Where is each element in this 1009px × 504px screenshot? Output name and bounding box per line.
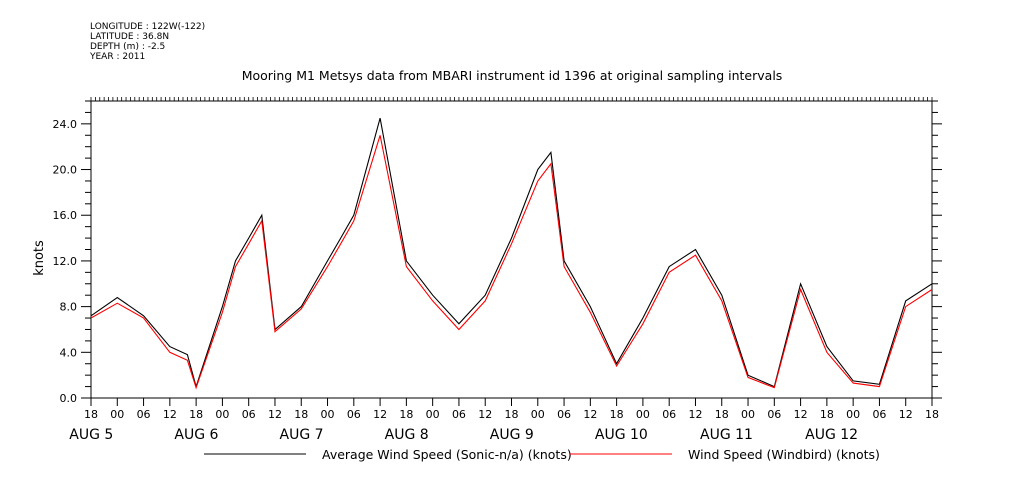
x-tick-label: 18 xyxy=(925,408,939,421)
plot-axes xyxy=(81,97,942,399)
x-tick-label: 00 xyxy=(846,408,860,421)
x-tick-label: 12 xyxy=(688,408,702,421)
legend-label-sonic: Average Wind Speed (Sonic-n/a) (knots) xyxy=(322,447,572,462)
legend: Average Wind Speed (Sonic-n/a) (knots) W… xyxy=(204,447,880,462)
x-tick-label: 12 xyxy=(583,408,597,421)
x-date-label: AUG 12 xyxy=(805,427,858,443)
x-tick-label: 12 xyxy=(163,408,177,421)
x-axis-ticks: 18 00 06 12 18 00 06 12 18 00 06 12 18 00 06 12 18 00 06 12… xyxy=(69,398,939,443)
y-tick-label: 0.0 xyxy=(60,392,78,405)
x-date-label: AUG 9 xyxy=(490,427,534,443)
y-tick-label: 16.0 xyxy=(53,209,78,222)
x-tick-label: 00 xyxy=(741,408,755,421)
x-tick-label: 18 xyxy=(715,408,729,421)
x-date-label: AUG 5 xyxy=(69,427,113,443)
x-tick-label: 06 xyxy=(242,408,256,421)
meta-latitude: LATITUDE : 36.8N xyxy=(90,32,169,42)
x-tick-label: 00 xyxy=(110,408,124,421)
x-tick-label: 18 xyxy=(820,408,834,421)
x-tick-label: 06 xyxy=(347,408,361,421)
x-tick-label: 12 xyxy=(794,408,808,421)
x-date-label: AUG 6 xyxy=(174,427,218,443)
legend-label-windbird: Wind Speed (Windbird) (knots) xyxy=(688,447,880,462)
meta-year: YEAR : 2011 xyxy=(89,52,145,62)
metadata-block: LONGITUDE : 122W(-122) LATITUDE : 36.8N … xyxy=(89,22,205,62)
x-date-label: AUG 11 xyxy=(700,427,753,443)
x-tick-label: 00 xyxy=(636,408,650,421)
y-axis-ticks: 0.0 4.0 8.0 12.0 16.0 20.0 24.0 xyxy=(53,118,78,405)
x-tick-label: 00 xyxy=(426,408,440,421)
x-tick-label: 12 xyxy=(268,408,282,421)
meta-depth: DEPTH (m) : -2.5 xyxy=(90,42,165,52)
series-line-windbird xyxy=(90,135,933,390)
x-tick-label: 18 xyxy=(505,408,519,421)
x-tick-label: 18 xyxy=(399,408,413,421)
x-tick-label: 18 xyxy=(294,408,308,421)
x-tick-label: 06 xyxy=(767,408,781,421)
x-tick-label: 00 xyxy=(531,408,545,421)
x-date-label: AUG 10 xyxy=(595,427,648,443)
x-tick-label: 06 xyxy=(662,408,676,421)
y-tick-label: 4.0 xyxy=(60,346,78,359)
x-tick-label: 18 xyxy=(610,408,624,421)
x-tick-label: 12 xyxy=(373,408,387,421)
y-tick-label: 20.0 xyxy=(53,164,78,177)
x-tick-label: 06 xyxy=(452,408,466,421)
chart-title: Mooring M1 Metsys data from MBARI instru… xyxy=(242,68,783,83)
plot-frame xyxy=(90,100,933,399)
x-tick-label: 12 xyxy=(478,408,492,421)
x-tick-label: 06 xyxy=(137,408,151,421)
x-tick-label: 06 xyxy=(557,408,571,421)
y-tick-label: 24.0 xyxy=(53,118,78,131)
series-line-sonic xyxy=(90,117,933,389)
x-tick-label: 18 xyxy=(189,408,203,421)
plot-series xyxy=(90,117,933,390)
meta-longitude: LONGITUDE : 122W(-122) xyxy=(90,22,205,32)
y-tick-label: 8.0 xyxy=(60,301,78,314)
x-tick-label: 00 xyxy=(215,408,229,421)
x-tick-label: 00 xyxy=(321,408,335,421)
y-tick-label: 12.0 xyxy=(53,255,78,268)
x-date-label: AUG 8 xyxy=(385,427,429,443)
x-date-label: AUG 7 xyxy=(280,427,324,443)
y-axis-label: knots xyxy=(32,240,47,276)
x-tick-label: 06 xyxy=(872,408,886,421)
x-tick-label: 18 xyxy=(84,408,98,421)
x-tick-label: 12 xyxy=(899,408,913,421)
